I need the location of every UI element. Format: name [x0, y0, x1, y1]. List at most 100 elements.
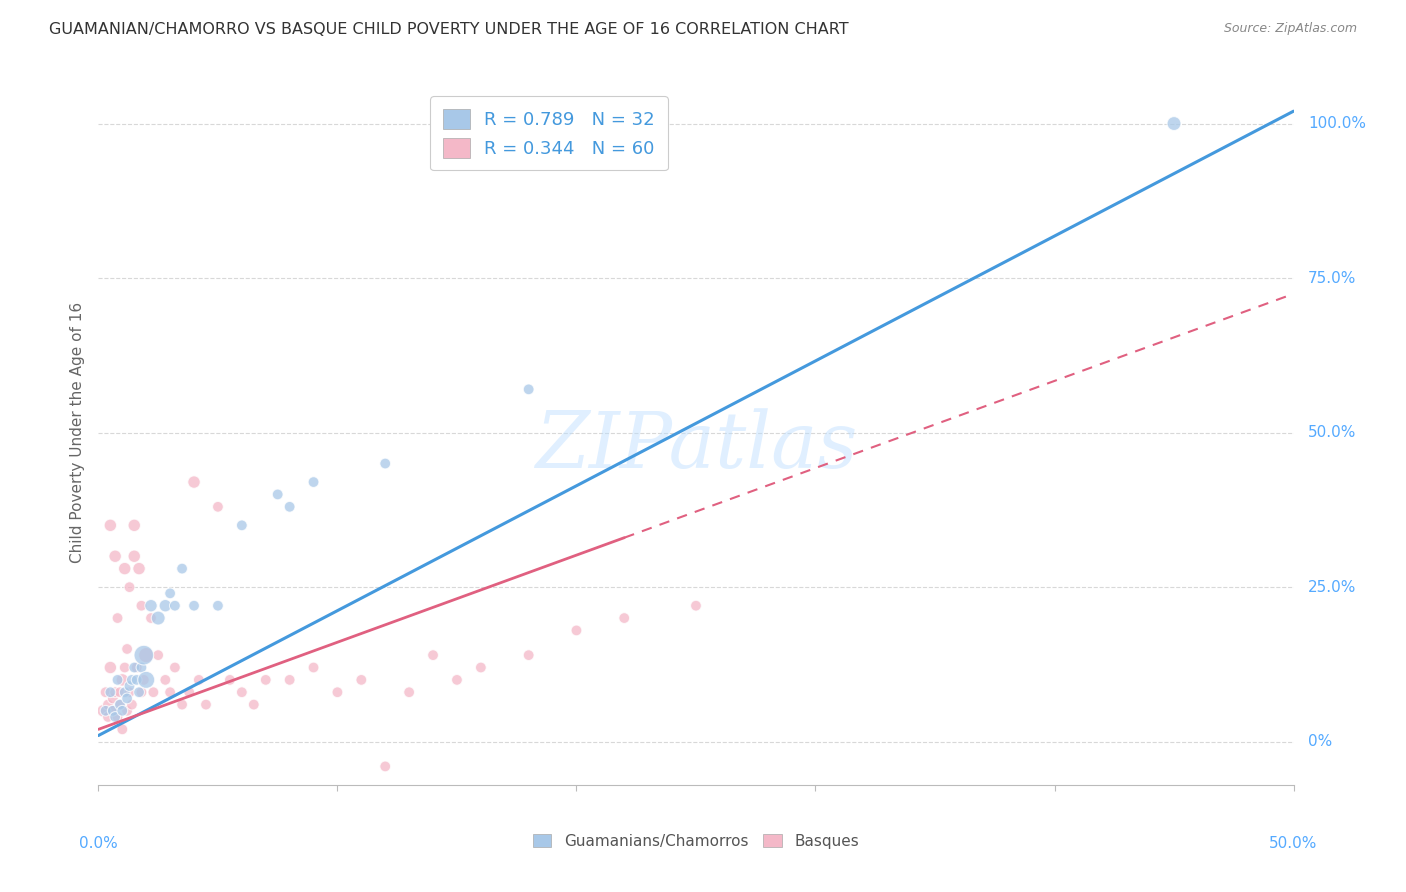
- Point: [118, 580, 141, 594]
- Point: [111, 673, 134, 687]
- Point: [613, 611, 636, 625]
- Point: [207, 500, 229, 514]
- Point: [183, 475, 205, 489]
- Point: [231, 518, 253, 533]
- Point: [302, 660, 325, 674]
- Point: [101, 691, 124, 706]
- Point: [148, 611, 170, 625]
- Point: [135, 648, 157, 662]
- Point: [94, 704, 117, 718]
- Point: [124, 549, 146, 564]
- Point: [350, 673, 373, 687]
- Point: [121, 673, 143, 687]
- Point: [302, 475, 325, 489]
- Point: [91, 704, 114, 718]
- Text: 50.0%: 50.0%: [1270, 836, 1317, 851]
- Point: [163, 599, 186, 613]
- Point: [131, 660, 153, 674]
- Point: [132, 648, 155, 662]
- Point: [195, 698, 218, 712]
- Point: [104, 710, 127, 724]
- Point: [139, 599, 162, 613]
- Point: [517, 382, 540, 396]
- Point: [159, 685, 181, 699]
- Point: [398, 685, 420, 699]
- Point: [115, 704, 138, 718]
- Point: [446, 673, 468, 687]
- Point: [128, 685, 150, 699]
- Point: [219, 673, 242, 687]
- Text: 75.0%: 75.0%: [1308, 270, 1357, 285]
- Point: [131, 599, 153, 613]
- Point: [422, 648, 444, 662]
- Point: [163, 660, 186, 674]
- Point: [114, 561, 136, 575]
- Point: [114, 660, 136, 674]
- Point: [115, 642, 138, 657]
- Point: [111, 723, 134, 737]
- Point: [108, 698, 131, 712]
- Point: [155, 599, 177, 613]
- Point: [121, 698, 143, 712]
- Point: [118, 685, 141, 699]
- Point: [139, 611, 162, 625]
- Point: [98, 518, 122, 533]
- Text: GUAMANIAN/CHAMORRO VS BASQUE CHILD POVERTY UNDER THE AGE OF 16 CORRELATION CHART: GUAMANIAN/CHAMORRO VS BASQUE CHILD POVER…: [49, 22, 849, 37]
- Point: [104, 549, 127, 564]
- Point: [142, 685, 165, 699]
- Point: [132, 673, 155, 687]
- Point: [111, 704, 134, 718]
- Point: [101, 704, 124, 718]
- Point: [97, 698, 120, 712]
- Point: [115, 691, 138, 706]
- Point: [565, 624, 588, 638]
- Point: [1163, 117, 1185, 131]
- Point: [124, 660, 146, 674]
- Text: ZIPatlas: ZIPatlas: [534, 409, 858, 485]
- Point: [107, 673, 129, 687]
- Point: [108, 698, 131, 712]
- Point: [94, 685, 117, 699]
- Point: [135, 673, 157, 687]
- Point: [187, 673, 209, 687]
- Y-axis label: Child Poverty Under the Age of 16: Child Poverty Under the Age of 16: [69, 302, 84, 563]
- Point: [183, 599, 205, 613]
- Text: 100.0%: 100.0%: [1308, 116, 1365, 131]
- Point: [278, 500, 301, 514]
- Point: [155, 673, 177, 687]
- Text: 0%: 0%: [1308, 734, 1331, 749]
- Point: [124, 518, 146, 533]
- Point: [107, 611, 129, 625]
- Point: [114, 685, 136, 699]
- Point: [172, 698, 194, 712]
- Text: 25.0%: 25.0%: [1308, 580, 1357, 595]
- Point: [172, 561, 194, 575]
- Point: [107, 710, 129, 724]
- Point: [243, 698, 266, 712]
- Point: [374, 759, 396, 773]
- Point: [267, 487, 290, 501]
- Point: [685, 599, 707, 613]
- Point: [159, 586, 181, 600]
- Point: [104, 685, 127, 699]
- Legend: Guamanians/Chamorros, Basques: Guamanians/Chamorros, Basques: [527, 828, 865, 855]
- Point: [254, 673, 277, 687]
- Point: [326, 685, 349, 699]
- Text: Source: ZipAtlas.com: Source: ZipAtlas.com: [1223, 22, 1357, 36]
- Point: [125, 660, 148, 674]
- Point: [118, 679, 141, 693]
- Text: 50.0%: 50.0%: [1308, 425, 1357, 440]
- Point: [148, 648, 170, 662]
- Point: [128, 561, 150, 575]
- Point: [517, 648, 540, 662]
- Point: [374, 457, 396, 471]
- Point: [101, 704, 124, 718]
- Point: [231, 685, 253, 699]
- Point: [179, 685, 201, 699]
- Point: [98, 660, 122, 674]
- Text: 0.0%: 0.0%: [79, 836, 118, 851]
- Point: [278, 673, 301, 687]
- Point: [108, 685, 131, 699]
- Point: [207, 599, 229, 613]
- Point: [98, 685, 122, 699]
